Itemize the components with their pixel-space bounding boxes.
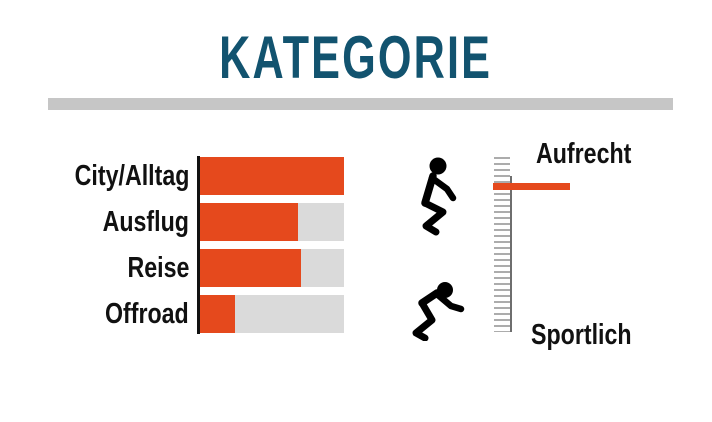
bar-chart-axis [197,156,200,334]
bar-row: Offroad [0,295,344,333]
sporty-rider-icon [412,282,465,341]
bar-row: Reise [0,249,344,287]
label-aufrecht-text: Aufrecht [536,138,632,170]
bar-track [200,249,344,287]
upright-rider-icon [421,157,457,236]
label-sportlich: Sportlich [531,317,657,355]
label-sportlich-text: Sportlich [531,319,632,351]
bar-fill [200,295,235,333]
category-label: City/Alltag [74,159,189,192]
label-aufrecht: Aufrecht [536,136,655,174]
title-row: KATEGORIE [0,28,712,88]
title-divider [48,98,673,110]
bar-track [200,203,344,241]
position-scale-line [510,176,512,332]
category-bar-chart: City/Alltag Ausflug Reise Offroad [0,157,344,341]
bar-fill [200,249,301,287]
position-marker [493,183,570,191]
category-label: Ausflug [102,205,189,238]
bar-fill [200,157,344,195]
bar-track [200,157,344,195]
category-label: Offroad [105,297,189,330]
bar-fill [200,203,298,241]
page-title: KATEGORIE [219,24,493,91]
bar-row: City/Alltag [0,157,344,195]
bar-row: Ausflug [0,203,344,241]
position-scale-ticks [494,157,510,332]
category-label: Reise [127,251,189,284]
bar-track [200,295,344,333]
